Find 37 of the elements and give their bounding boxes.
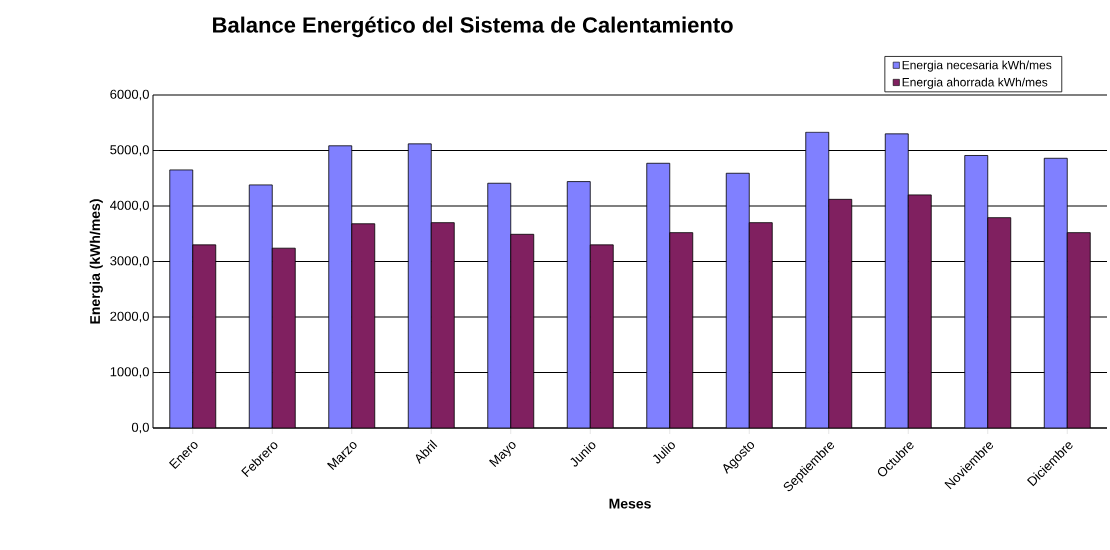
x-tick-label: Julio (653, 442, 675, 464)
bar (248, 184, 273, 428)
bar (646, 162, 671, 428)
chart-title: Balance Energético del Sistema de Calentamiento (213, 16, 733, 38)
bar (884, 133, 909, 428)
bar (169, 169, 194, 428)
y-tick-label: 0,0 (131, 422, 149, 434)
bar (566, 181, 591, 428)
bar (351, 223, 376, 428)
bar (328, 145, 353, 428)
bar (271, 247, 296, 428)
bar (805, 131, 830, 428)
y-tick-label: 4000,0 (110, 200, 149, 212)
bar (907, 194, 932, 428)
bar (1066, 232, 1091, 428)
bar (828, 198, 853, 428)
bar (964, 155, 989, 428)
legend-label: Energia ahorrada kWh/mes (902, 77, 1048, 89)
bar (407, 143, 432, 428)
y-tick-label: 3000,0 (110, 256, 149, 267)
bar (1043, 157, 1068, 428)
y-axis-title: Energia (kWh/mes) (89, 199, 103, 324)
bar (589, 244, 614, 428)
bar (430, 222, 455, 428)
bar (748, 222, 773, 428)
bar (510, 233, 535, 428)
y-tick-label: 1000,0 (110, 367, 149, 378)
y-tick-label: 5000,0 (110, 145, 149, 156)
bar (487, 182, 512, 428)
x-axis-title: Meses (609, 498, 651, 509)
y-tick-label: 2000,0 (110, 311, 149, 323)
bar (669, 232, 694, 428)
bar (725, 172, 750, 428)
bar (987, 217, 1012, 428)
bar (192, 244, 217, 428)
y-tick-label: 6000,0 (110, 89, 149, 101)
legend-label: Energia necesaria kWh/mes (902, 60, 1052, 72)
